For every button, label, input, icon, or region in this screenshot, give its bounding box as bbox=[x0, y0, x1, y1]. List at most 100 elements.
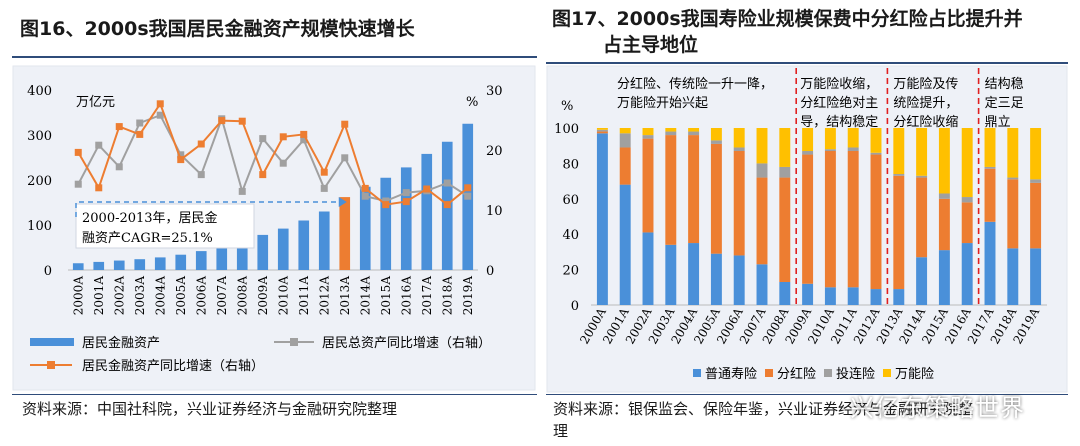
right-source-rule bbox=[546, 394, 1068, 395]
x-tick-label: 2017A bbox=[420, 276, 434, 316]
stacked-segment bbox=[802, 283, 814, 305]
stacked-segment bbox=[1007, 128, 1019, 178]
bar-financial-assets bbox=[175, 254, 187, 270]
stacked-segment bbox=[756, 177, 768, 265]
left-source: 资料来源：中国社科院，兴业证券经济与金融研究院整理 bbox=[22, 400, 398, 418]
stacked-segment bbox=[916, 128, 928, 176]
line-marker-total-assets bbox=[320, 184, 328, 192]
right-unit-label: % bbox=[466, 95, 478, 110]
right-source-line1: 资料来源：银保监会、保险年鉴，兴业证券经济与金融研究院整 bbox=[553, 400, 974, 418]
stacked-segment bbox=[688, 131, 700, 136]
stacked-segment bbox=[596, 129, 608, 132]
left-y-tick: 200 bbox=[27, 174, 52, 189]
line-marker-total-assets bbox=[341, 154, 349, 162]
bar-financial-assets bbox=[421, 153, 433, 270]
x-tick-label: 2009A bbox=[256, 276, 270, 316]
line-marker-total-assets bbox=[74, 180, 82, 188]
line-marker-total-assets bbox=[402, 189, 410, 197]
stacked-segment bbox=[824, 128, 836, 150]
stacked-segment bbox=[1007, 248, 1019, 305]
annotation-arrowhead bbox=[338, 197, 347, 207]
stacked-segment bbox=[779, 166, 791, 178]
stacked-segment bbox=[642, 128, 654, 136]
legend-label: 分红险 bbox=[777, 366, 816, 382]
x-tick-label: 2002A bbox=[112, 276, 126, 316]
legend-swatch bbox=[824, 369, 832, 377]
x-tick-label: 2012A bbox=[317, 276, 331, 316]
bar-financial-assets bbox=[72, 263, 84, 270]
right-y-tick: 60 bbox=[562, 193, 579, 208]
stacked-segment bbox=[710, 143, 722, 254]
legend-label: 普通寿险 bbox=[705, 367, 757, 382]
line-marker-financial-growth bbox=[115, 123, 123, 131]
stacked-segment bbox=[596, 133, 608, 305]
bar-financial-assets bbox=[339, 197, 351, 270]
x-tick-label: 2013A bbox=[338, 276, 352, 316]
stacked-segment bbox=[1030, 248, 1042, 305]
line-marker-total-assets bbox=[238, 187, 246, 195]
line-marker-financial-growth bbox=[238, 117, 246, 125]
stacked-segment bbox=[870, 128, 882, 153]
line-marker-financial-growth bbox=[197, 140, 205, 148]
x-tick-label: 2004A bbox=[153, 276, 167, 316]
bar-financial-assets bbox=[93, 261, 105, 270]
bar-financial-assets bbox=[257, 234, 269, 270]
phase-note: 万能险开始兴起 bbox=[617, 96, 708, 111]
right-chart: 020406080100%2000A2001A2002A2003A2004A20… bbox=[546, 65, 1068, 393]
stacked-segment bbox=[733, 151, 745, 256]
stacked-segment bbox=[756, 163, 768, 178]
stacked-segment bbox=[847, 147, 859, 152]
stacked-segment bbox=[665, 128, 677, 132]
legend-marker-financial-growth bbox=[47, 361, 55, 369]
line-marker-financial-growth bbox=[402, 198, 410, 206]
stacked-segment bbox=[688, 135, 700, 244]
left-y-tick: 300 bbox=[27, 129, 52, 144]
phase-note: 统险提升， bbox=[893, 95, 958, 111]
line-marker-total-assets bbox=[300, 136, 308, 144]
x-tick-label: 2014A bbox=[358, 276, 372, 316]
phase-note: 万能险收缩， bbox=[800, 76, 878, 92]
legend-swatch bbox=[883, 369, 891, 377]
left-source-rule bbox=[12, 394, 537, 395]
stacked-segment bbox=[710, 128, 722, 141]
stacked-segment bbox=[961, 197, 973, 203]
right-chart-title-line2: 占主导地位 bbox=[603, 34, 699, 56]
right-y-tick: 30 bbox=[486, 84, 503, 99]
line-marker-financial-growth bbox=[382, 201, 390, 209]
phase-note: 分红险、传统险一升一降， bbox=[617, 76, 773, 92]
line-marker-financial-growth bbox=[136, 130, 144, 138]
stacked-segment bbox=[961, 128, 973, 198]
left-title-rule bbox=[12, 56, 537, 58]
right-y-tick: 100 bbox=[554, 122, 579, 137]
stacked-segment bbox=[847, 151, 859, 288]
x-tick-label: 2006A bbox=[194, 276, 208, 316]
phase-note: 万能险及传 bbox=[893, 77, 958, 92]
stacked-segment bbox=[938, 198, 950, 251]
stacked-segment bbox=[870, 152, 882, 155]
x-tick-label: 2018A bbox=[440, 276, 454, 316]
stacked-segment bbox=[642, 135, 654, 139]
left-y-tick: 400 bbox=[27, 84, 52, 99]
stacked-segment bbox=[642, 232, 654, 305]
x-tick-label: 2007A bbox=[215, 276, 229, 316]
phase-note: 定三足 bbox=[985, 96, 1024, 111]
legend-label: 居民金融资产同比增速（右轴） bbox=[82, 358, 264, 374]
stacked-segment bbox=[710, 140, 722, 144]
line-marker-financial-growth bbox=[423, 185, 431, 193]
bar-financial-assets bbox=[236, 240, 248, 270]
stacked-segment bbox=[710, 253, 722, 305]
bar-financial-assets bbox=[359, 186, 371, 270]
line-marker-total-assets bbox=[177, 151, 185, 159]
stacked-segment bbox=[756, 264, 768, 305]
line-marker-total-assets bbox=[95, 141, 103, 149]
stacked-segment bbox=[779, 177, 791, 282]
x-tick-label: 2000A bbox=[71, 276, 85, 316]
bar-financial-assets bbox=[113, 260, 125, 270]
line-marker-total-assets bbox=[115, 163, 123, 171]
annotation-text: 2000-2013年，居民金 bbox=[82, 210, 218, 226]
right-y-tick: 0 bbox=[571, 299, 579, 314]
line-marker-total-assets bbox=[382, 197, 390, 205]
bar-financial-assets bbox=[277, 228, 289, 270]
left-chart-title: 图16、2000s我国居民金融资产规模快速增长 bbox=[20, 18, 415, 40]
stacked-segment bbox=[619, 147, 631, 185]
